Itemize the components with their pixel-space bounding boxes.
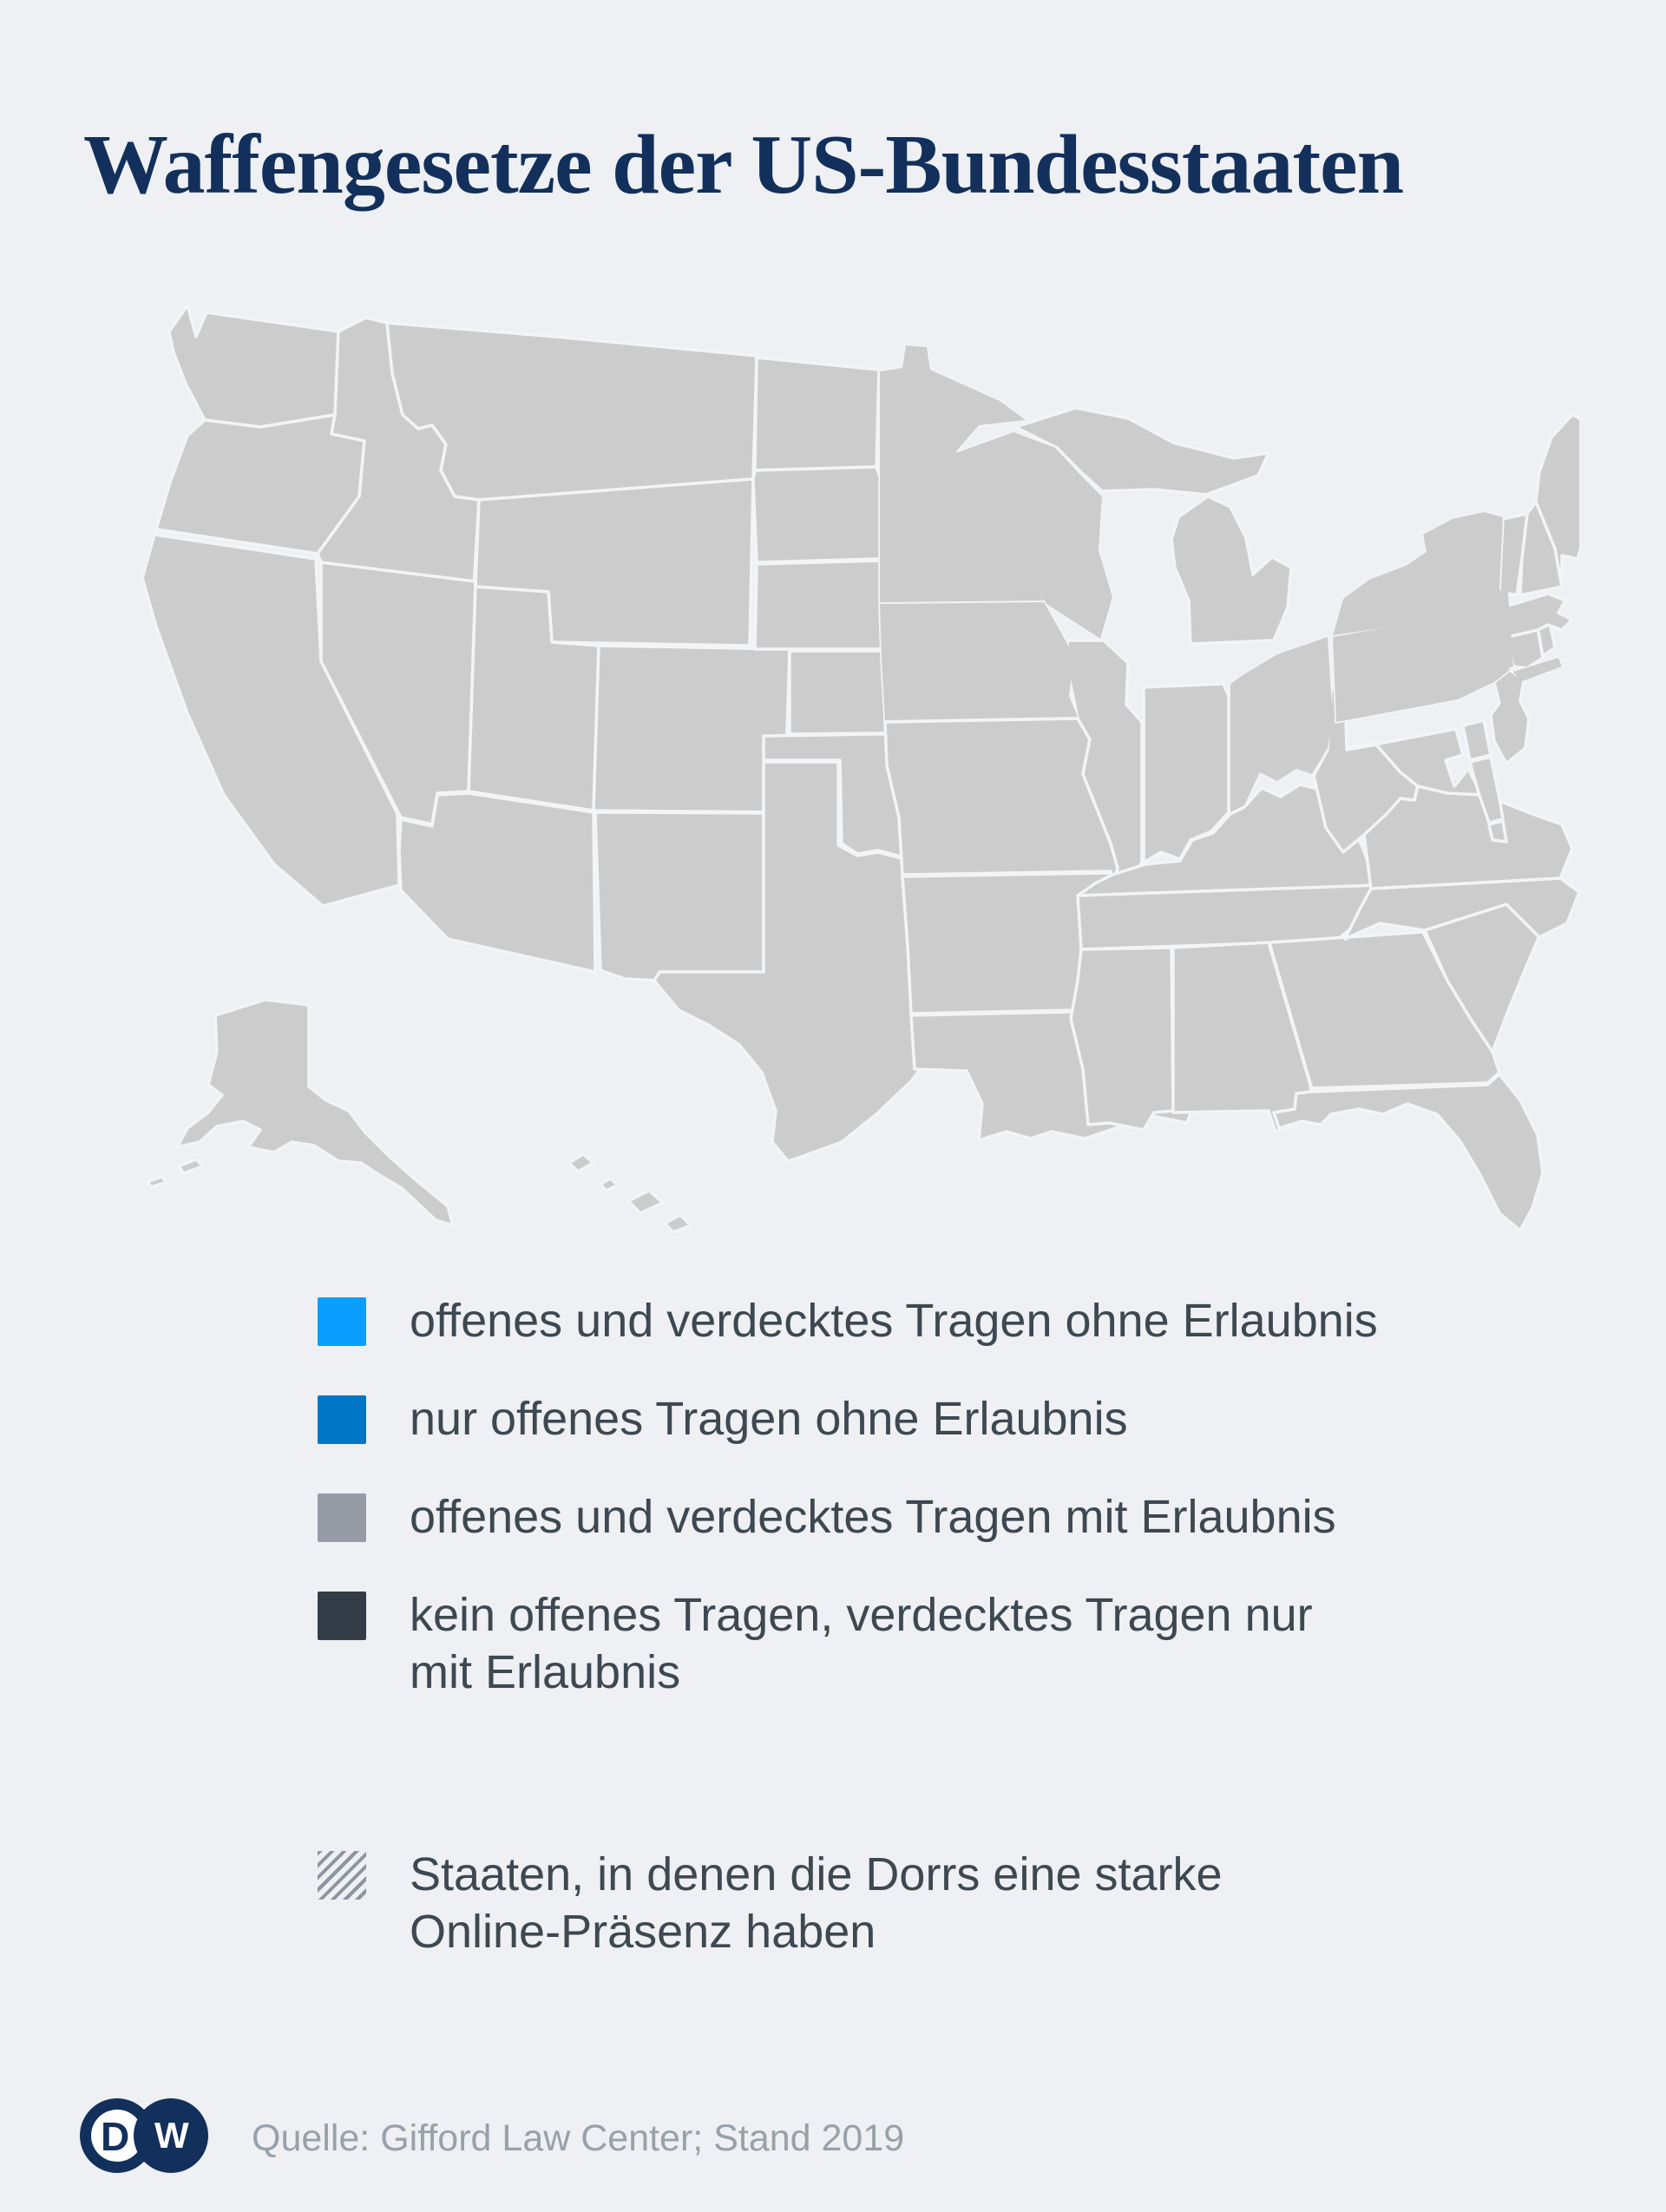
state-iowa-hatch xyxy=(880,602,1078,720)
legend-label: offenes und verdecktes Tragen ohne Erlau… xyxy=(410,1295,1378,1347)
dw-logo-letter-w: W xyxy=(154,2115,189,2156)
state-michigan xyxy=(1013,406,1293,646)
legend-label: offenes und verdecktes Tragen mit Erlaub… xyxy=(410,1491,1336,1543)
legend-swatch-hatch xyxy=(318,1851,366,1900)
state-florida xyxy=(1272,1073,1545,1232)
state-maryland-eastern-shore xyxy=(1468,755,1505,824)
legend-label: Staaten, in denen die Dorrs eine starke xyxy=(410,1848,1223,1900)
state-new-york-long-island-hatch xyxy=(1513,658,1562,682)
legend-item-no-open-carry: kein offenes Tragen, verdecktes Tragen n… xyxy=(318,1589,1313,1701)
state-hawaii xyxy=(567,1152,692,1234)
state-south-dakota xyxy=(751,465,889,564)
state-north-carolina xyxy=(1343,876,1581,941)
state-new-jersey xyxy=(1489,668,1531,765)
legend-label-line2: Online-Präsenz haben xyxy=(410,1906,876,1958)
state-new-mexico xyxy=(594,811,765,982)
state-arizona xyxy=(397,791,597,974)
legend-swatch-gray xyxy=(318,1493,366,1542)
legend-swatch-light-blue xyxy=(318,1297,366,1346)
legend-label-line2: mit Erlaubnis xyxy=(410,1646,681,1698)
state-massachusetts xyxy=(1501,592,1574,639)
dw-logo: D W xyxy=(80,2098,232,2176)
legend-label: nur offenes Tragen ohne Erlaubnis xyxy=(410,1393,1128,1445)
state-minnesota-hatch xyxy=(880,345,1044,602)
state-montana xyxy=(385,321,758,502)
legend-item-permitless-open-concealed: offenes und verdecktes Tragen ohne Erlau… xyxy=(318,1295,1378,1349)
legend-label: kein offenes Tragen, verdecktes Tragen n… xyxy=(410,1589,1313,1641)
state-washington xyxy=(167,304,340,429)
state-vermont xyxy=(1498,512,1529,597)
legend-item-dorrs-online-presence: Staaten, in denen die Dorrs eine starke … xyxy=(318,1848,1223,1960)
state-north-dakota xyxy=(753,356,881,472)
legend-item-permitless-open-only: nur offenes Tragen ohne Erlaubnis xyxy=(318,1393,1128,1447)
state-wisconsin-hatch xyxy=(956,432,1112,639)
dw-logo-letter-d: D xyxy=(101,2114,130,2159)
state-colorado xyxy=(592,644,791,814)
state-virginia-eastern-shore xyxy=(1487,819,1508,843)
state-mississippi xyxy=(1069,946,1175,1132)
us-map xyxy=(104,286,1619,1258)
legend-swatch-medium-blue xyxy=(318,1395,366,1444)
state-pennsylvania-hatch xyxy=(1333,609,1510,722)
legend-swatch-dark xyxy=(318,1592,366,1640)
state-ohio-hatch xyxy=(1230,637,1333,812)
state-alaska xyxy=(146,998,455,1227)
legend-item-permit-open-concealed: offenes und verdecktes Tragen mit Erlaub… xyxy=(318,1491,1336,1546)
state-new-york-hatch xyxy=(1333,512,1513,670)
page-title: Waffengesetze der US-Bundesstaaten xyxy=(83,117,1404,212)
dw-logo-circle-right xyxy=(134,2098,208,2173)
us-map-svg xyxy=(141,304,1619,1234)
state-delaware xyxy=(1461,719,1492,762)
source-note: Quelle: Gifford Law Center; Stand 2019 xyxy=(252,2117,905,2159)
